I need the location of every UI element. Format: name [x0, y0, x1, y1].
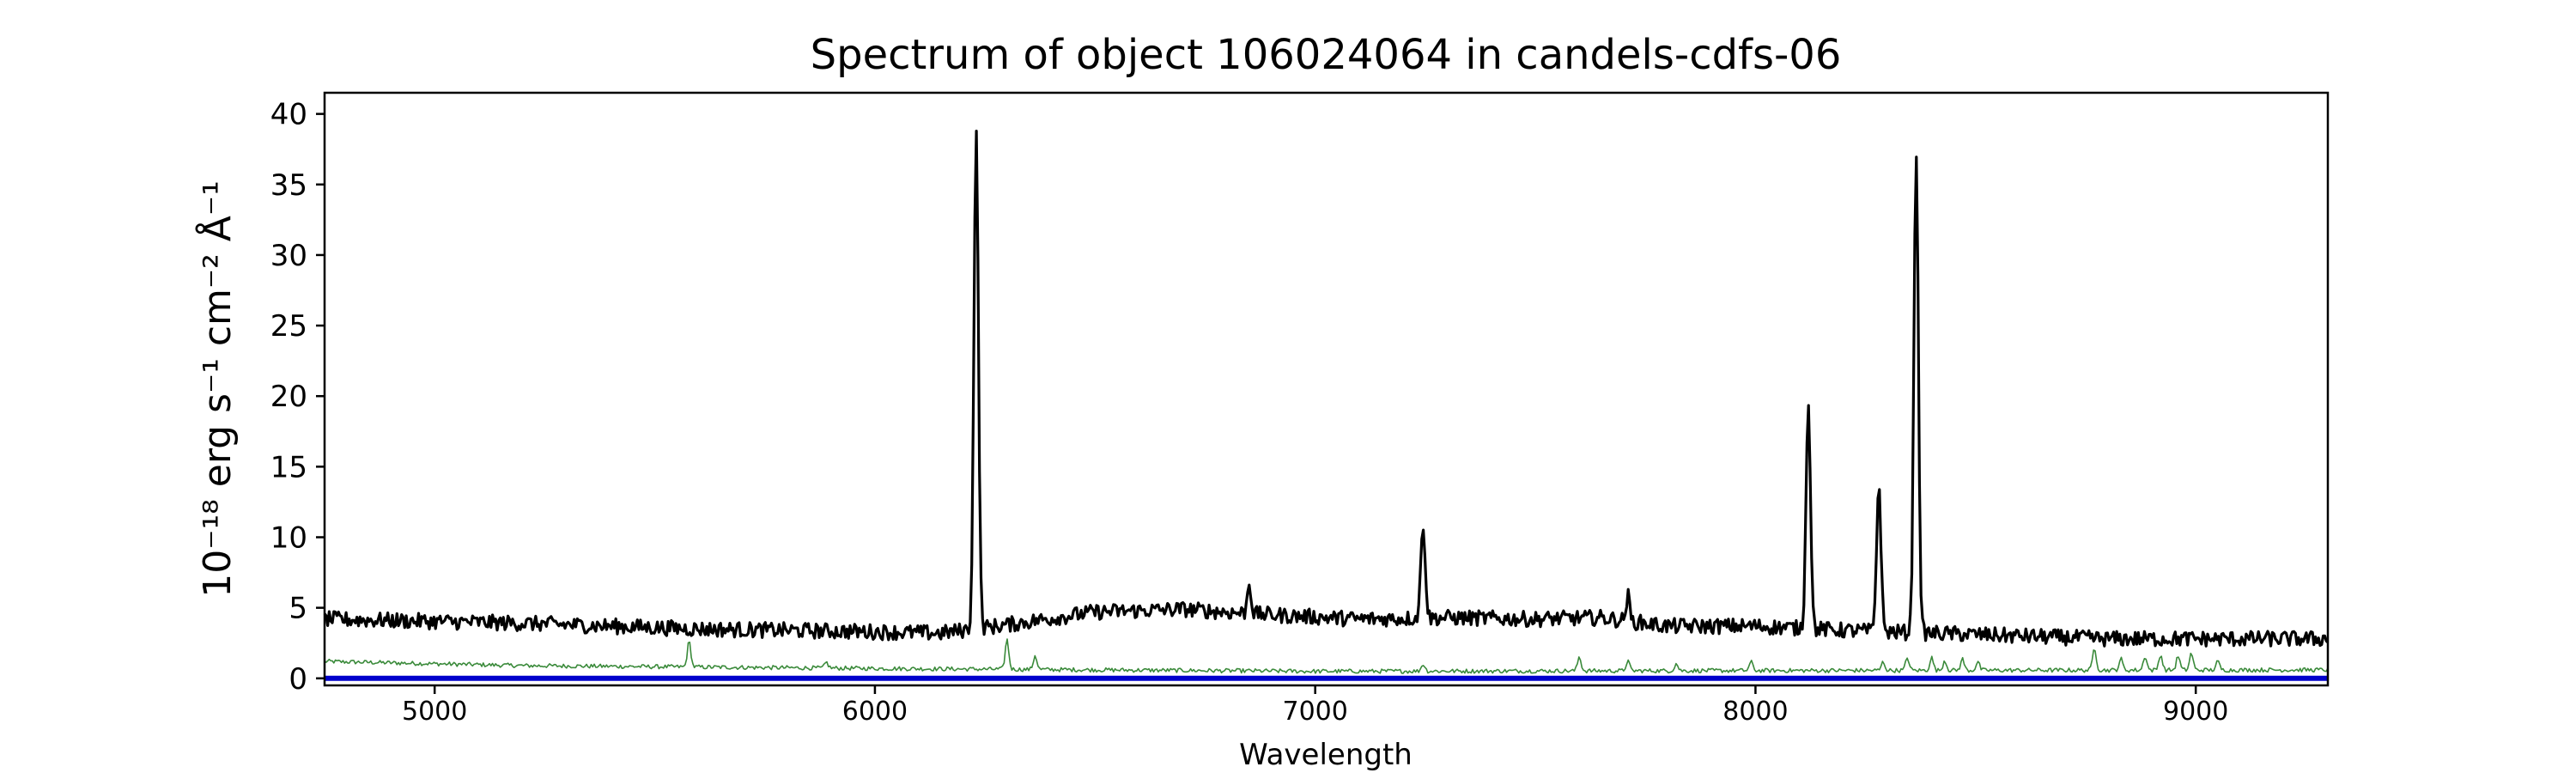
y-axis-label: 10⁻¹⁸ erg s⁻¹ cm⁻² Å⁻¹ [194, 180, 240, 597]
noise-series-line [324, 638, 2329, 674]
x-tick-label: 9000 [2163, 697, 2228, 727]
x-tick-label: 5000 [402, 697, 467, 727]
y-tick-label: 20 [270, 380, 307, 414]
plot-area [323, 91, 2330, 687]
y-axis: 0 5 10 15 20 25 30 35 40 [270, 98, 325, 697]
y-tick-label: 35 [270, 168, 307, 203]
x-axis: 5000 6000 7000 8000 9000 [402, 685, 2228, 727]
y-tick-label: 40 [270, 98, 307, 132]
y-tick-label: 15 [270, 450, 307, 484]
flux-series-line [323, 130, 2330, 648]
x-tick-label: 7000 [1283, 697, 1348, 727]
series-layer [323, 130, 2330, 681]
chart-title: Spectrum of object 106024064 in candels-… [811, 31, 1842, 79]
y-tick-label: 30 [270, 239, 307, 273]
x-tick-label: 6000 [842, 697, 908, 727]
plot-frame [323, 91, 2330, 687]
x-axis-label: Wavelength [1239, 738, 1413, 772]
y-tick-label: 0 [289, 662, 307, 697]
y-tick-label: 25 [270, 309, 307, 344]
y-tick-label: 10 [270, 521, 307, 556]
x-tick-label: 8000 [1722, 697, 1788, 727]
y-tick-label: 5 [289, 592, 307, 626]
